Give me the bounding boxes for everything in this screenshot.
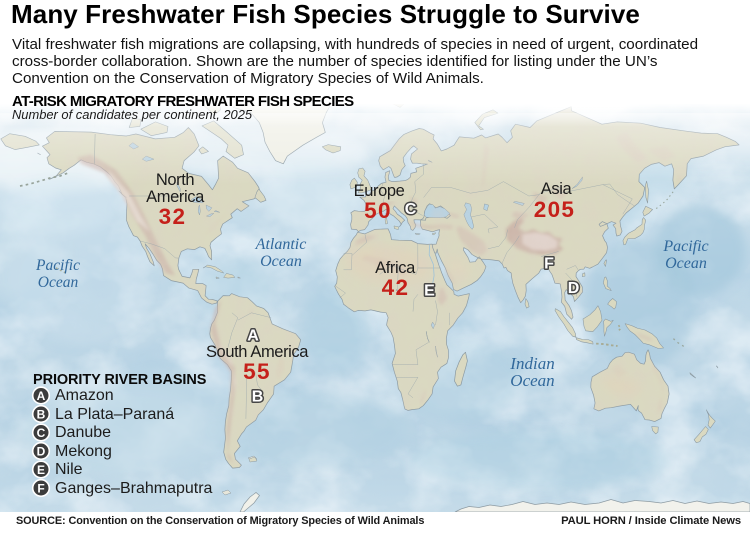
- svg-text:B: B: [252, 389, 264, 406]
- svg-text:A: A: [247, 328, 259, 345]
- svg-text:C: C: [37, 426, 46, 440]
- svg-text:B: B: [37, 408, 46, 422]
- svg-text:D: D: [37, 445, 46, 459]
- svg-text:A: A: [37, 389, 46, 403]
- svg-text:D: D: [568, 280, 580, 297]
- svg-text:F: F: [37, 482, 44, 496]
- svg-text:E: E: [424, 283, 435, 300]
- svg-text:F: F: [544, 256, 554, 273]
- svg-text:C: C: [405, 201, 417, 218]
- svg-text:E: E: [37, 463, 45, 477]
